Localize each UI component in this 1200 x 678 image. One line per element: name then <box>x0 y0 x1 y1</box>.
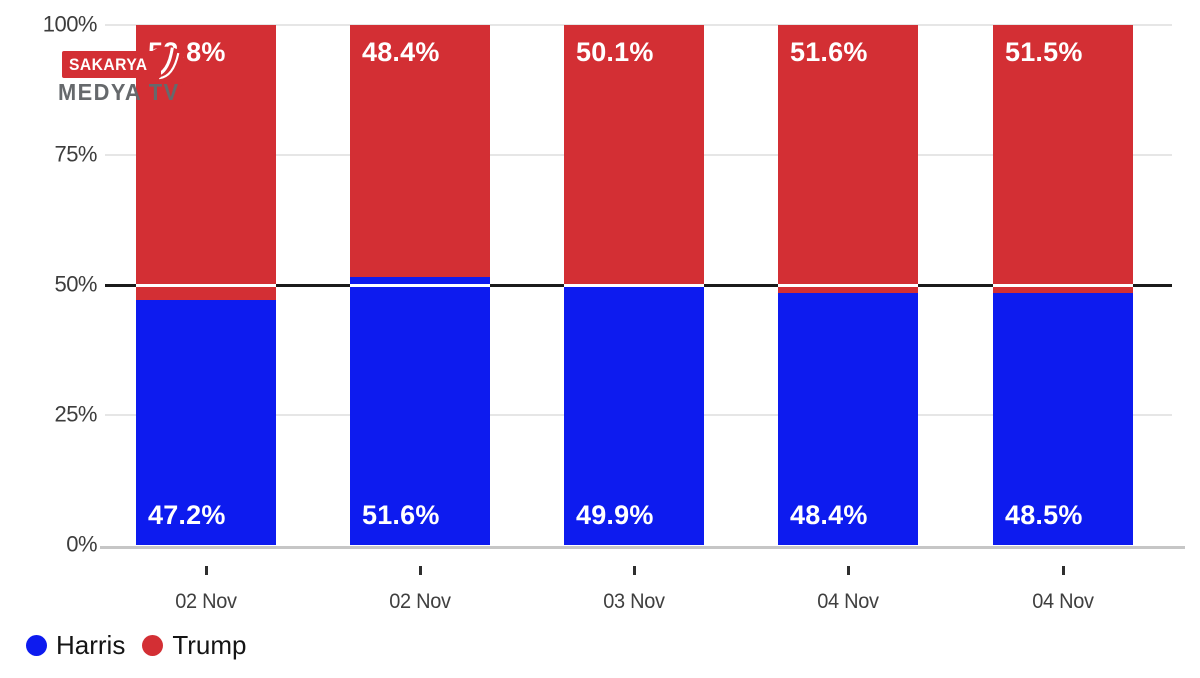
fifty-percent-overlay-line <box>136 283 276 287</box>
legend-item: Trump <box>142 630 247 661</box>
legend-swatch-icon <box>142 635 164 656</box>
legend-label: Harris <box>56 630 126 660</box>
legend-swatch-icon <box>26 635 47 656</box>
trump-value-label: 51.6% <box>790 37 868 67</box>
fifty-percent-overlay-line <box>778 283 918 287</box>
x-axis-label: 03 Nov <box>603 590 665 613</box>
y-axis-label: 50% <box>54 271 97 297</box>
harris-segment <box>993 292 1133 545</box>
x-axis-tick <box>632 566 636 575</box>
harris-segment <box>136 299 276 545</box>
trump-segment <box>350 25 490 277</box>
trump-segment <box>993 25 1133 293</box>
legend-label: Trump <box>172 630 247 660</box>
trump-value-label: 51.5% <box>1005 37 1083 67</box>
y-axis-label: 75% <box>54 141 97 167</box>
x-axis-tick <box>418 566 422 575</box>
fifty-percent-overlay-line <box>993 283 1133 287</box>
harris-value-label: 49.9% <box>576 500 654 530</box>
y-axis-label: 25% <box>54 401 97 427</box>
x-axis-tick <box>1061 566 1065 575</box>
x-axis-label: 02 Nov <box>175 590 237 613</box>
bar-group: 51.5% 48.5% <box>993 25 1133 545</box>
trump-segment <box>564 25 704 286</box>
bar-group: 51.6% 48.4% <box>778 25 918 545</box>
y-axis-label: 0% <box>66 531 97 557</box>
harris-segment <box>350 276 490 545</box>
fifty-percent-overlay-line <box>564 283 704 287</box>
legend-item: Harris <box>26 630 125 661</box>
legend: Harris Trump <box>26 630 247 661</box>
x-axis-baseline <box>100 546 1185 549</box>
y-axis-label: 100% <box>42 11 98 37</box>
logo-text-medya-tv: MEDYA TV <box>58 79 180 105</box>
logo-text-sakarya: SAKARYA <box>69 54 148 74</box>
harris-value-label: 48.5% <box>1005 500 1083 530</box>
bar-group: 48.4% 51.6% <box>350 25 490 545</box>
logo-badge: SAKARYA <box>62 51 162 78</box>
x-axis-label: 04 Nov <box>1032 590 1094 613</box>
x-axis-label: 02 Nov <box>389 590 451 613</box>
bar-group: 52.8% 47.2% <box>136 25 276 545</box>
harris-segment <box>564 285 704 545</box>
trump-value-label: 48.4% <box>362 37 440 67</box>
harris-value-label: 48.4% <box>790 500 868 530</box>
harris-value-label: 47.2% <box>148 500 226 530</box>
harris-value-label: 51.6% <box>362 500 440 530</box>
x-axis-tick <box>846 566 850 575</box>
fifty-percent-overlay-line <box>350 283 490 287</box>
trump-segment <box>778 25 918 294</box>
x-axis-tick <box>204 566 208 575</box>
bar-group: 50.1% 49.9% <box>564 25 704 545</box>
x-axis-label: 04 Nov <box>817 590 879 613</box>
plot-area: 0% 25% 50% 75% 100% 52.8% 47.2% 02 Nov 48.4% 51.6… <box>42 11 1185 613</box>
trump-value-label: 50.1% <box>576 37 654 67</box>
harris-segment <box>778 293 918 545</box>
